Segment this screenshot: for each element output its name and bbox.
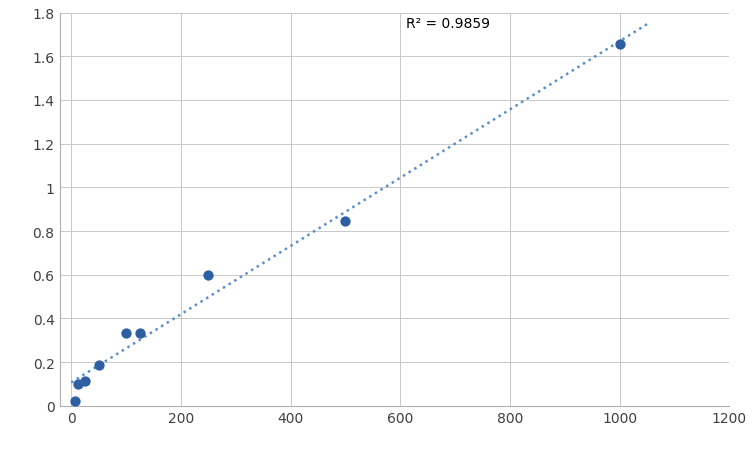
Point (92, 362, 105, 369)
Point (339, 218, 351, 226)
Point (614, 41, 626, 49)
Point (134, 329, 146, 336)
Point (79, 377, 91, 384)
Point (120, 329, 132, 336)
Point (202, 272, 214, 279)
Point (68, 398, 80, 405)
Point (72, 381, 84, 388)
Text: R² = 0.9859: R² = 0.9859 (406, 17, 490, 31)
